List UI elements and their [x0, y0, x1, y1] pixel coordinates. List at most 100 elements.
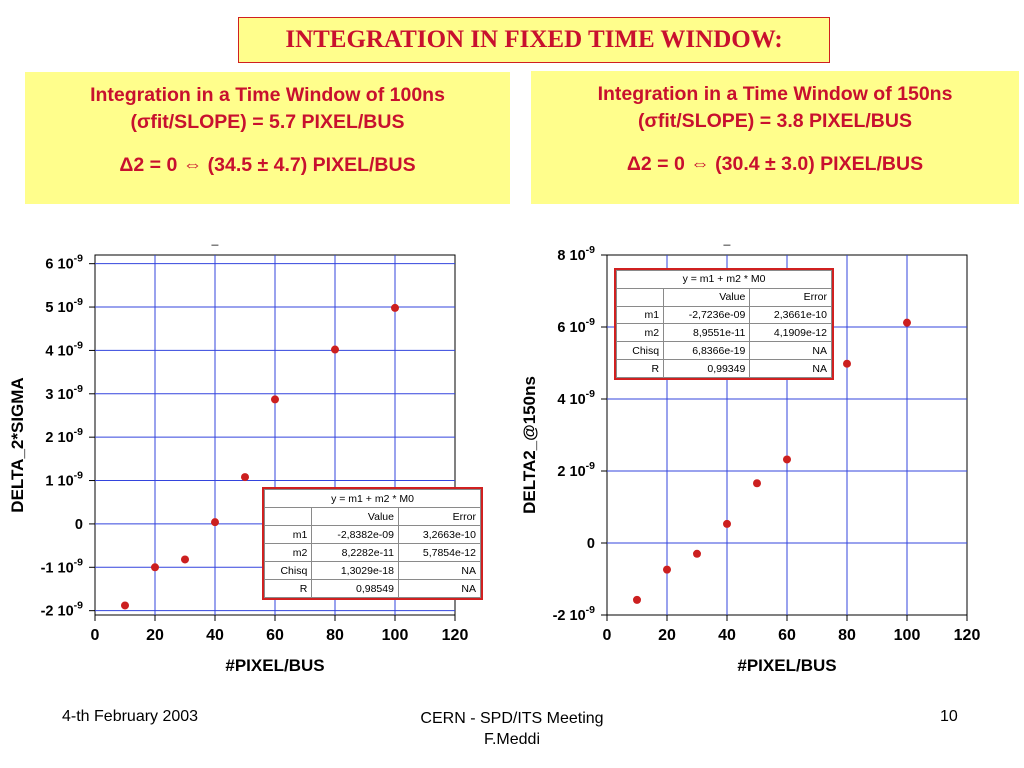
y-tick-exponent: -9 — [586, 604, 595, 616]
y-tick-mantissa: 6 10 — [45, 257, 73, 273]
y-tick-label: 0 — [587, 536, 595, 552]
x-axis-label: #PIXEL/BUS — [225, 656, 324, 675]
header-value: Value — [663, 287, 751, 307]
y-axis-label: DELTA2_@150ns — [520, 376, 539, 514]
x-tick-label: 20 — [658, 627, 676, 644]
info-line-delta: Δ2 = 0 ⇔ (30.4 ± 3.0) PIXEL/BUS — [626, 153, 924, 175]
fit-results-table-right: y = m1 + m2 * M0 Value Error m1 -2,7236e… — [614, 268, 834, 380]
param-error: 2,3661e-10 — [749, 305, 832, 325]
data-point — [271, 395, 279, 404]
data-point — [723, 519, 731, 528]
data-point — [633, 595, 641, 604]
info-line-sigma: (σfit/SLOPE) = 5.7 PIXEL/BUS — [130, 111, 405, 133]
y-tick-mantissa: 5 10 — [45, 300, 73, 316]
y-tick-label: 3 10-9 — [45, 383, 83, 403]
data-point — [753, 479, 761, 488]
y-tick-exponent: -9 — [74, 426, 83, 438]
y-tick-label: 6 10-9 — [557, 316, 595, 336]
param-error: 5,7854e-12 — [397, 543, 482, 562]
x-tick-label: 60 — [778, 627, 796, 644]
table-row: m1 -2,8382e-09 3,2663e-10 — [263, 525, 482, 544]
data-point — [843, 359, 851, 368]
param-value: 8,9551e-11 — [663, 323, 751, 343]
y-tick-mantissa: -2 10 — [41, 604, 74, 620]
param-value: -2,8382e-09 — [311, 525, 399, 544]
data-point — [181, 555, 189, 564]
table-row: Chisq 6,8366e-19 NA — [615, 341, 832, 361]
header-blank — [615, 287, 665, 307]
data-point — [241, 473, 249, 482]
chart-top-mark: _ — [723, 232, 731, 246]
y-tick-label: 8 10-9 — [557, 244, 595, 264]
y-tick-label: 5 10-9 — [45, 296, 83, 316]
param-name: m2 — [615, 323, 665, 343]
y-tick-mantissa: 8 10 — [557, 248, 585, 264]
param-name: m2 — [263, 543, 313, 562]
x-tick-label: 120 — [954, 627, 981, 644]
param-error: NA — [749, 341, 832, 361]
table-row: m2 8,2282e-11 5,7854e-12 — [263, 543, 482, 562]
data-point — [663, 565, 671, 574]
data-point — [331, 345, 339, 354]
y-tick-label: 1 10-9 — [45, 470, 83, 490]
info-line-window: Integration in a Time Window of 100ns — [90, 84, 445, 106]
param-value: 0,98549 — [311, 579, 399, 598]
info-line-delta: Δ2 = 0 ⇔ (34.5 ± 4.7) PIXEL/BUS — [119, 154, 416, 176]
fit-results-table-left: y = m1 + m2 * M0 Value Error m1 -2,8382e… — [262, 487, 483, 600]
y-tick-mantissa: -1 10 — [41, 560, 74, 576]
fit-equation: y = m1 + m2 * M0 — [616, 270, 832, 289]
y-tick-mantissa: 1 10 — [45, 474, 73, 490]
fit-equation: y = m1 + m2 * M0 — [264, 489, 481, 508]
table-row: m2 8,9551e-11 4,1909e-12 — [615, 323, 832, 343]
x-tick-label: 100 — [894, 627, 921, 644]
chart-top-mark: _ — [211, 232, 219, 246]
header-blank — [263, 507, 313, 526]
param-error: 3,2663e-10 — [397, 525, 482, 544]
info-line-window: Integration in a Time Window of 150ns — [597, 83, 953, 105]
footer-meeting-name: CERN - SPD/ITS Meeting — [420, 710, 604, 727]
info-box-150ns: Integration in a Time Window of 150ns (σ… — [531, 71, 1019, 204]
y-tick-exponent: -9 — [74, 470, 83, 482]
y-tick-label: 2 10-9 — [45, 426, 83, 446]
x-axis-label: #PIXEL/BUS — [737, 656, 836, 675]
header-error: Error — [749, 287, 832, 307]
y-tick-label: -2 10-9 — [553, 604, 596, 624]
y-tick-label: -2 10-9 — [41, 600, 84, 620]
data-point — [151, 563, 159, 572]
param-name: m1 — [615, 305, 665, 325]
y-tick-label: 4 10-9 — [557, 388, 595, 408]
x-tick-label: 40 — [718, 627, 736, 644]
x-tick-label: 0 — [603, 627, 612, 644]
x-tick-label: 120 — [442, 627, 469, 644]
info-line-sigma: (σfit/SLOPE) = 3.8 PIXEL/BUS — [638, 110, 912, 132]
y-tick-exponent: -9 — [586, 388, 595, 400]
slide-title: INTEGRATION IN FIXED TIME WINDOW: — [238, 17, 830, 63]
param-value: 6,8366e-19 — [663, 341, 751, 361]
y-axis-label: DELTA_2*SIGMA — [8, 377, 27, 512]
data-point — [903, 318, 911, 327]
y-tick-exponent: -9 — [586, 244, 595, 256]
param-name: R — [615, 359, 665, 378]
param-error: NA — [397, 561, 482, 580]
y-tick-label: 2 10-9 — [557, 460, 595, 480]
y-tick-exponent: -9 — [74, 339, 83, 351]
y-tick-mantissa: 3 10 — [45, 387, 73, 403]
data-point — [783, 455, 791, 464]
y-tick-label: 6 10-9 — [45, 253, 83, 273]
footer-meeting: CERN - SPD/ITS Meeting F.Meddi — [380, 708, 644, 750]
x-tick-label: 40 — [206, 627, 224, 644]
y-tick-exponent: -9 — [586, 460, 595, 472]
y-tick-mantissa: 4 10 — [45, 343, 73, 359]
y-tick-mantissa: -2 10 — [553, 608, 586, 624]
table-row: m1 -2,7236e-09 2,3661e-10 — [615, 305, 832, 325]
data-point — [121, 601, 129, 610]
param-value: 0,99349 — [663, 359, 751, 378]
x-tick-label: 20 — [146, 627, 164, 644]
header-value: Value — [311, 507, 399, 526]
x-tick-label: 80 — [326, 627, 344, 644]
y-tick-label: 4 10-9 — [45, 339, 83, 359]
footer-date: 4-th February 2003 — [62, 708, 199, 725]
y-tick-mantissa: 4 10 — [557, 392, 585, 408]
y-tick-mantissa: 0 — [75, 517, 83, 533]
param-error: NA — [397, 579, 482, 598]
